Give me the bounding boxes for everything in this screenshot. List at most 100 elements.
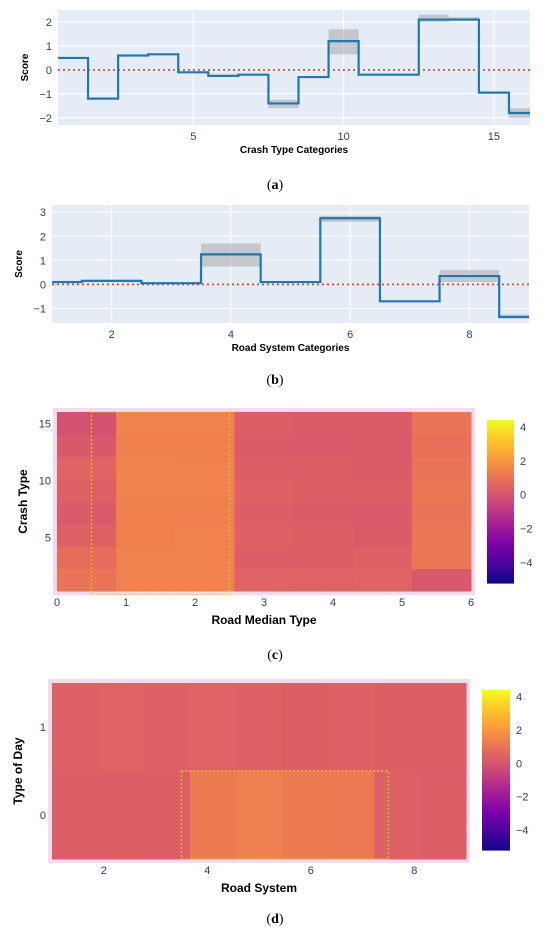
- chart-d-colorbar-segment: [482, 711, 510, 715]
- chart-d-colorbar-segment: [482, 703, 510, 707]
- chart-d-colorbar-segment: [482, 796, 510, 800]
- chart-c-colorbar-segment: [487, 523, 514, 527]
- caption-b: (b): [266, 373, 284, 388]
- chart-c-colorbar-segment: [487, 441, 514, 446]
- chart-d-colorbar-segment: [482, 799, 510, 803]
- chart-d-colorbar-tick-label: 4: [516, 692, 522, 704]
- chart-c-heatmap-cell: [234, 523, 295, 547]
- chart-c-heatmap-cell: [116, 434, 176, 458]
- chart-c-colorbar-segment: [487, 501, 514, 505]
- chart-d-heatmap-cell: [190, 683, 237, 772]
- chart-d-colorbar-segment: [482, 788, 510, 792]
- chart-c-heatmap-cell: [293, 523, 354, 547]
- chart-d-highlight-region: [180, 770, 389, 860]
- chart-c-colorbar-segment: [487, 485, 514, 489]
- chart-c-colorbar-segment: [487, 422, 514, 427]
- chart-c-colorbar-segment: [487, 449, 514, 454]
- chart-c-heatmap-cell: [352, 546, 413, 570]
- chart-d-colorbar-segment: [482, 823, 510, 827]
- chart-c-colorbar-segment: [487, 496, 514, 500]
- chart-c-colorbar-segment: [487, 569, 514, 573]
- chart-d-colorbar-segment: [482, 834, 510, 838]
- chart-c-colorbar-segment: [487, 566, 514, 571]
- chart-d-colorbar-segment: [482, 706, 510, 710]
- chart-a-y-tick-label: −2: [39, 113, 52, 125]
- chart-d-heatmap-cell: [374, 771, 421, 860]
- chart-d-colorbar-segment: [482, 732, 510, 736]
- chart-c-colorbar-segment: [487, 474, 514, 478]
- chart-d-colorbar-segment: [482, 748, 510, 752]
- chart-b-x-tick-label: 6: [347, 329, 353, 341]
- chart-c-colorbar-segment: [487, 452, 514, 456]
- chart-a-uncertainty-band: [418, 14, 449, 22]
- chart-c-colorbar-segment: [487, 455, 514, 459]
- chart-c-heatmap-cell: [57, 412, 117, 435]
- chart-c-colorbar-segment: [487, 572, 514, 576]
- chart-d-colorbar-segment: [482, 780, 510, 784]
- chart-c-colorbar-tick-label: 2: [520, 456, 526, 468]
- chart-d-heatmap-cell: [420, 771, 467, 860]
- chart-c-heatmap-cell: [234, 434, 295, 458]
- chart-c-heatmap-cell: [411, 456, 472, 480]
- chart-c-x-tick-label: 1: [123, 597, 129, 609]
- chart-d-y-tick-label: 0: [40, 810, 46, 822]
- chart-d-colorbar-segment: [482, 847, 510, 851]
- chart-d-y-axis-label: Type of Day: [11, 737, 25, 804]
- chart-c-colorbar-segment: [487, 528, 514, 532]
- chart-d-colorbar-segment: [482, 810, 510, 814]
- chart-c-heatmap-cell: [234, 568, 295, 592]
- chart-d-colorbar-segment: [482, 783, 510, 787]
- chart-c-heatmap-cell: [116, 568, 176, 592]
- chart-c-colorbar-segment: [487, 479, 514, 484]
- chart-c-y-tick-label: 10: [39, 475, 51, 487]
- chart-c-heatmap-cell: [57, 501, 117, 525]
- chart-c-colorbar-segment: [487, 555, 514, 560]
- caption-c-letter: c: [271, 648, 279, 663]
- chart-c-heatmap-cell: [411, 501, 472, 525]
- chart-d-heatmap-cell: [98, 683, 145, 772]
- chart-d-colorbar-tick-label: −4: [516, 825, 529, 837]
- chart-d-colorbar-segment: [482, 791, 510, 795]
- chart-c-heatmap-cell: [116, 456, 176, 480]
- chart-d-colorbar-segment: [482, 794, 510, 798]
- chart-d-colorbar-tick-label: 2: [516, 725, 522, 737]
- chart-c-colorbar-segment: [487, 468, 514, 473]
- chart-b-y-axis-label: Score: [14, 250, 25, 278]
- chart-c-heatmap-cell: [352, 568, 413, 592]
- chart-a-y-tick-label: 1: [46, 41, 52, 53]
- chart-c-colorbar-segment: [487, 482, 514, 486]
- chart-c-heatmap-cell: [57, 546, 117, 570]
- chart-c-heatmap-cell: [352, 501, 413, 525]
- chart-d-heatmap-cell: [328, 683, 375, 772]
- chart-c-colorbar-segment: [487, 493, 514, 497]
- chart-a-y-tick-label: −1: [39, 89, 52, 101]
- chart-d-heatmap-cell: [144, 771, 191, 860]
- chart-c-x-tick-label: 3: [261, 597, 267, 609]
- chart-b-y-tick-label: −1: [33, 304, 46, 316]
- chart-d-x-tick-label: 4: [204, 865, 210, 877]
- chart-c-heatmap-cell: [411, 568, 472, 592]
- chart-d-colorbar-segment: [482, 719, 510, 723]
- chart-c-colorbar-segment: [487, 553, 514, 557]
- chart-d-y-tick-label: 1: [40, 722, 46, 734]
- chart-d-colorbar-segment: [482, 740, 510, 744]
- chart-c-heatmap-cell: [352, 456, 413, 480]
- chart-c-x-tick-label: 5: [399, 597, 405, 609]
- chart-d-colorbar-segment: [482, 772, 510, 776]
- chart-d-heatmap-cell: [190, 771, 237, 860]
- caption-a-letter: a: [271, 178, 279, 193]
- chart-c-colorbar-segment: [487, 515, 514, 519]
- chart-d-heatmap-cell: [374, 683, 421, 772]
- chart-c-heatmap-cell: [175, 568, 235, 592]
- chart-d-colorbar-segment: [482, 714, 510, 718]
- chart-c-heatmap-cell: [234, 412, 295, 435]
- chart-c-colorbar-segment: [487, 577, 514, 581]
- chart-c-colorbar-segment: [487, 460, 514, 465]
- chart-c-colorbar-segment: [487, 525, 514, 530]
- chart-d-colorbar-segment: [482, 700, 510, 704]
- chart-b-y-tick-label: 2: [40, 231, 46, 243]
- chart-a-x-tick-label: 5: [190, 131, 196, 143]
- chart-d-colorbar-segment: [482, 751, 510, 755]
- chart-d-heatmap-cell: [282, 771, 329, 860]
- chart-d-colorbar-segment: [482, 778, 510, 782]
